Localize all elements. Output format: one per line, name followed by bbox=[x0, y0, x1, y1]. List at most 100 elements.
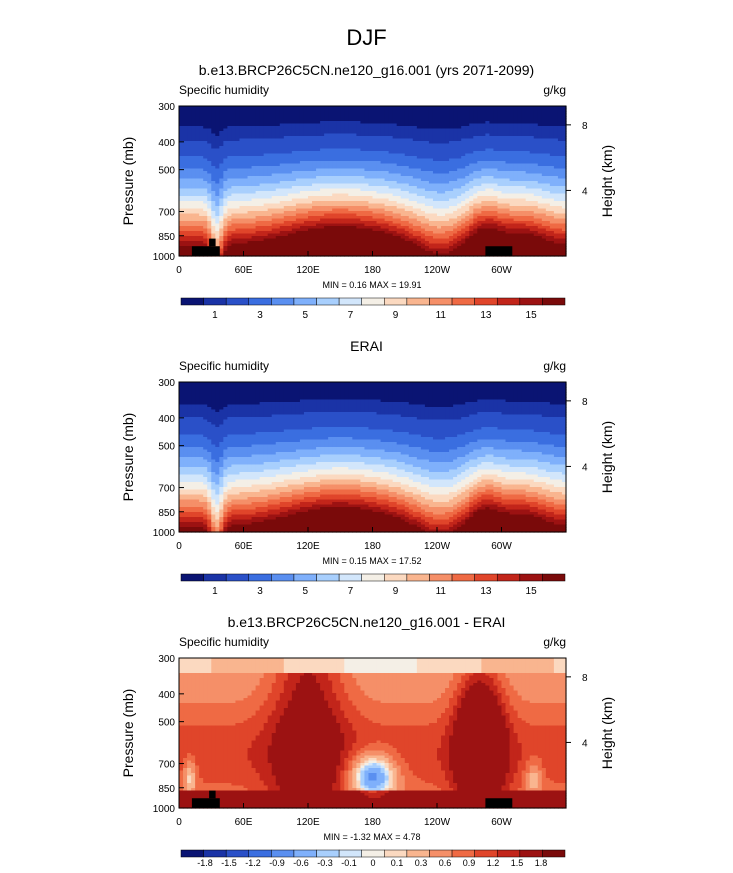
heatmap-cell bbox=[400, 133, 406, 137]
heatmap-cell bbox=[308, 233, 313, 237]
heatmap-cell bbox=[291, 116, 297, 120]
heatmap-cell bbox=[231, 163, 237, 167]
heatmap-cell bbox=[352, 203, 357, 207]
heatmap-cell bbox=[271, 156, 277, 160]
heatmap-cell bbox=[203, 148, 208, 152]
heatmap-cell bbox=[473, 141, 478, 145]
heatmap-cell bbox=[179, 203, 184, 207]
heatmap-cell bbox=[372, 173, 378, 177]
heatmap-cell bbox=[303, 223, 309, 227]
heatmap-cell bbox=[316, 201, 321, 205]
heatmap-cell bbox=[477, 223, 482, 227]
heatmap-cell bbox=[324, 141, 329, 145]
heatmap-cell bbox=[207, 196, 212, 200]
heatmap-cell bbox=[243, 193, 249, 197]
heatmap-cell bbox=[215, 138, 220, 142]
heatmap-cell bbox=[561, 106, 567, 110]
heatmap-cell bbox=[557, 176, 563, 180]
heatmap-cell bbox=[537, 113, 543, 117]
heatmap-cell bbox=[445, 156, 450, 160]
heatmap-cell bbox=[275, 188, 281, 192]
heatmap-cell bbox=[303, 138, 309, 142]
heatmap-cell bbox=[215, 188, 220, 192]
heatmap-cell bbox=[457, 233, 462, 237]
heatmap-cell bbox=[259, 126, 265, 130]
heatmap-cell bbox=[432, 186, 438, 190]
heatmap-cell bbox=[561, 156, 567, 160]
heatmap-cell bbox=[368, 233, 374, 237]
heatmap-cell bbox=[449, 158, 454, 162]
heatmap-cell bbox=[453, 226, 458, 230]
heatmap-cell bbox=[525, 211, 531, 215]
heatmap-cell bbox=[211, 113, 216, 117]
heatmap-cell bbox=[219, 106, 224, 110]
heatmap-cell bbox=[453, 111, 458, 115]
heatmap-cell bbox=[477, 166, 482, 170]
heatmap-cell bbox=[283, 166, 289, 170]
heatmap-cell bbox=[275, 216, 281, 220]
heatmap-cell bbox=[473, 223, 478, 227]
heatmap-cell bbox=[231, 158, 237, 162]
heatmap-cell bbox=[541, 186, 547, 190]
heatmap-cell bbox=[521, 123, 527, 127]
heatmap-cell bbox=[489, 123, 495, 127]
heatmap-cell bbox=[368, 138, 374, 142]
heatmap-cell bbox=[473, 118, 478, 122]
heatmap-cell bbox=[239, 163, 245, 167]
heatmap-cell bbox=[412, 108, 418, 112]
heatmap-cell bbox=[384, 108, 390, 112]
heatmap-cell bbox=[396, 218, 402, 222]
heatmap-cell bbox=[392, 141, 398, 145]
heatmap-cell bbox=[561, 178, 567, 182]
heatmap-cell bbox=[473, 128, 478, 132]
heatmap-cell bbox=[255, 176, 261, 180]
heatmap-cell bbox=[283, 173, 289, 177]
heatmap-cell bbox=[469, 211, 474, 215]
heatmap-cell bbox=[352, 178, 357, 182]
heatmap-cell bbox=[344, 176, 349, 180]
heatmap-cell bbox=[481, 121, 486, 125]
heatmap-cell bbox=[493, 126, 499, 130]
heatmap-cell bbox=[183, 196, 188, 200]
heatmap-cell bbox=[299, 203, 305, 207]
heatmap-cell bbox=[461, 218, 466, 222]
heatmap-cell bbox=[364, 111, 370, 115]
heatmap-cell bbox=[340, 203, 345, 207]
heatmap-cell bbox=[441, 226, 446, 230]
heatmap-cell bbox=[255, 201, 261, 205]
heatmap-cell bbox=[477, 228, 482, 232]
heatmap-cell bbox=[372, 141, 378, 145]
heatmap-cell bbox=[561, 136, 567, 140]
heatmap-cell bbox=[303, 133, 309, 137]
heatmap-cell bbox=[279, 191, 285, 195]
heatmap-cell bbox=[312, 181, 317, 185]
heatmap-cell bbox=[291, 231, 297, 235]
heatmap-cell bbox=[340, 108, 345, 112]
heatmap-cell bbox=[388, 191, 394, 195]
heatmap-cell bbox=[477, 216, 482, 220]
heatmap-cell bbox=[295, 196, 301, 200]
heatmap-cell bbox=[561, 206, 567, 210]
heatmap-cell bbox=[505, 211, 511, 215]
heatmap-cell bbox=[195, 113, 200, 117]
heatmap-cell bbox=[291, 166, 297, 170]
heatmap-cell bbox=[295, 223, 301, 227]
heatmap-cell bbox=[501, 156, 507, 160]
heatmap-cell bbox=[457, 216, 462, 220]
heatmap-cell bbox=[469, 148, 474, 152]
heatmap-cell bbox=[553, 151, 559, 155]
heatmap-cell bbox=[308, 143, 313, 147]
heatmap-cell bbox=[441, 221, 446, 225]
heatmap-cell bbox=[303, 163, 309, 167]
heatmap-cell bbox=[316, 208, 321, 212]
heatmap-cell bbox=[537, 196, 543, 200]
heatmap-cell bbox=[501, 141, 507, 145]
heatmap-cell bbox=[445, 191, 450, 195]
heatmap-cell bbox=[219, 203, 224, 207]
heatmap-cell bbox=[299, 146, 305, 150]
heatmap-cell bbox=[561, 171, 567, 175]
heatmap-cell bbox=[497, 108, 503, 112]
heatmap-cell bbox=[545, 128, 551, 132]
heatmap-cell bbox=[344, 171, 349, 175]
heatmap-cell bbox=[388, 233, 394, 237]
